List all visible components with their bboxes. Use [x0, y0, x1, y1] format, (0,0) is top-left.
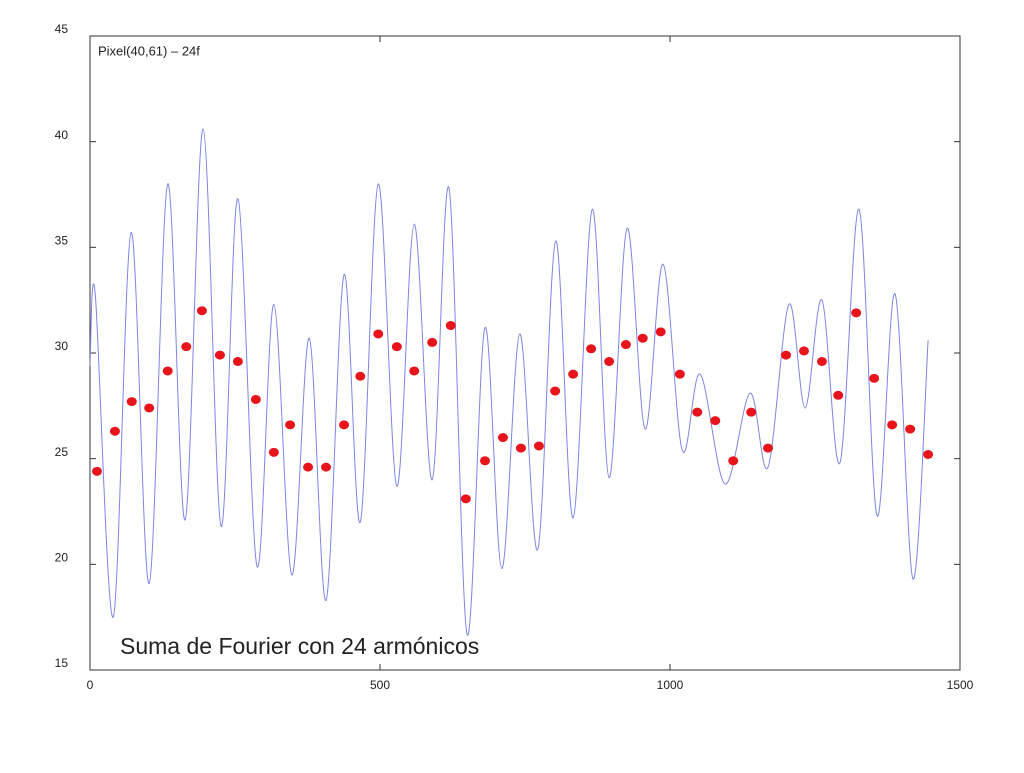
data-point	[445, 321, 456, 331]
data-point	[479, 456, 490, 466]
data-point	[214, 350, 225, 360]
y-tick-label: 30	[55, 339, 69, 353]
data-point	[851, 308, 862, 318]
data-point	[798, 346, 809, 356]
y-tick-label: 40	[55, 128, 69, 142]
data-point	[196, 306, 207, 316]
data-point	[497, 433, 508, 443]
data-point	[181, 342, 192, 352]
x-tick-label: 500	[370, 678, 390, 692]
data-point	[710, 416, 721, 426]
data-point	[250, 394, 261, 404]
data-point	[391, 342, 402, 352]
data-point	[816, 356, 827, 366]
data-point	[604, 356, 615, 366]
data-point	[550, 386, 561, 396]
data-point	[586, 344, 597, 354]
data-point	[923, 449, 934, 459]
data-point	[905, 424, 916, 434]
data-point	[568, 369, 579, 379]
data-point	[339, 420, 350, 430]
y-tick-label: 25	[55, 445, 69, 459]
data-point	[303, 462, 314, 472]
data-point	[763, 443, 774, 453]
data-point	[409, 366, 420, 376]
data-point	[637, 333, 648, 343]
data-point	[285, 420, 296, 430]
data-point	[373, 329, 384, 339]
y-tick-label: 20	[55, 551, 69, 565]
chart-title: Suma de Fourier con 24 armónicos	[120, 633, 479, 659]
data-point	[268, 447, 279, 457]
annotation: Pixel(40,61) – 24f	[98, 43, 200, 58]
data-point	[746, 407, 757, 417]
data-point	[162, 366, 173, 376]
y-tick-label: 35	[55, 234, 69, 248]
data-point	[91, 466, 102, 476]
data-point	[126, 397, 137, 407]
data-point	[869, 373, 880, 383]
data-point	[833, 390, 844, 400]
data-point	[515, 443, 526, 453]
x-tick-label: 1000	[657, 678, 684, 692]
data-point	[692, 407, 703, 417]
data-point	[781, 350, 791, 360]
data-point	[728, 456, 739, 466]
data-point	[674, 369, 685, 379]
data-point	[460, 494, 471, 504]
y-tick-label: 15	[55, 656, 69, 670]
data-point	[887, 420, 898, 430]
data-point	[321, 462, 332, 472]
data-point	[655, 327, 666, 337]
data-point	[355, 371, 366, 381]
data-point	[427, 337, 438, 347]
data-point	[144, 403, 155, 413]
data-point	[533, 441, 544, 451]
data-point	[620, 340, 631, 350]
fourier-line	[89, 128, 929, 636]
x-tick-label: 1500	[947, 678, 974, 692]
data-point	[232, 356, 243, 366]
x-tick-label: 0	[87, 678, 94, 692]
data-point	[109, 426, 120, 436]
y-tick-label: 45	[55, 22, 69, 36]
